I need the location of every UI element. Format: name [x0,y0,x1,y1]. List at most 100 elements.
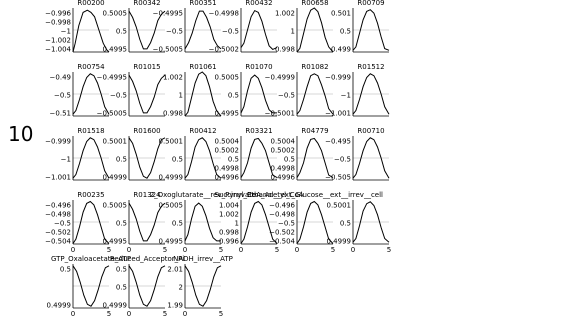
subplot: R01082 −0.4999 −0.5 −0.5001 [265,63,334,118]
y-tick-label: −0.999 [325,74,351,82]
series-line [184,71,222,117]
y-tick-label: −1.001 [325,110,351,118]
y-tick-label: 0.5 [340,220,351,228]
subplot: R01061 1.002 1 0.998 [163,63,222,118]
series-line [240,200,278,244]
subplot-title: R00200 [77,0,104,7]
x-tick-label: 5 [387,246,391,254]
x-tick-label: 0 [295,246,299,254]
y-tick-label: −0.4999 [265,74,295,82]
series-line [184,202,221,242]
x-tick-label: 0 [351,246,355,254]
y-tick-label: 0.4999 [103,174,128,182]
subplot-title: R00709 [357,0,384,7]
subplot-title: R03321 [245,127,272,135]
y-tick-label: −0.502 [45,229,71,237]
y-tick-label: −0.5 [334,156,351,164]
x-tick-label: 5 [107,246,111,254]
y-tick-label: 0.4999 [159,174,184,182]
series-line [128,202,166,242]
subplot-title: R00342 [133,0,160,7]
subplot: R00709 0.501 0.5 0.499 [331,0,390,54]
y-tick-label: −0.5 [278,220,295,228]
y-tick-label: −0.4998 [209,10,239,18]
y-tick-label: 0.5004 [215,138,240,146]
subplot-title: R01518 [77,127,104,135]
y-tick-label: 0.4999 [47,302,72,310]
y-tick-label: 0.5 [116,220,127,228]
subplot: NADH_irrev__ATP 2.01 2 1.990 5 [167,255,232,318]
y-tick-label: −0.5002 [209,46,239,54]
subplot-title: NADH_irrev__ATP [173,255,233,263]
y-tick-label: 1.002 [219,211,239,219]
y-tick-label: −0.505 [325,174,351,182]
y-tick-label: 1.002 [163,74,183,82]
x-tick-label: 0 [127,246,131,254]
series-line [128,137,166,179]
x-tick-label: 0 [239,246,243,254]
y-tick-label: −0.5005 [153,46,183,54]
subplot-title: GTP_Oxaloacetate_ATP [51,255,131,263]
subplot: R00351 −0.4995 −0.5 −0.5005 [153,0,222,54]
x-tick-label: 5 [219,246,223,254]
series-line [72,200,110,244]
subplot-title: Ethanol__ext_Glucose__ext__irrev__cell [247,191,383,199]
x-tick-label: 0 [183,246,187,254]
series-line [72,9,110,53]
y-tick-label: −0.4995 [97,74,127,82]
series-line [296,73,334,115]
subplot-title: R00710 [357,127,384,135]
subplot: R00432 −0.4998 −0.5 −0.5002 [209,0,278,54]
subplot-title: R00412 [189,127,216,135]
y-tick-label: 0.4995 [103,238,128,246]
figure-side-label: 10 [8,122,34,146]
y-tick-label: −0.5 [222,28,239,36]
subplot: 2_Oxoglutarate__rev_Pyruvate 0.5005 0.5 0.4… [150,191,257,254]
subplot: R00710 −0.495 −0.5 −0.505 [325,127,390,182]
subplot-title: R01070 [245,63,272,71]
series-line [128,10,166,50]
y-tick-label: 0.5001 [327,202,352,210]
y-tick-label: −0.5001 [265,110,295,118]
series-line [296,7,334,53]
y-tick-label: −0.5 [278,92,295,100]
x-tick-label: 0 [127,310,131,318]
y-tick-label: −0.498 [45,211,71,219]
y-tick-label: 2 [179,284,183,292]
y-tick-label: 0.4999 [327,238,352,246]
subplot: R00342 0.5005 0.5 0.4995 [103,0,166,54]
y-tick-label: 0.4996 [271,174,296,182]
subplot: R00412 0.5001 0.5 0.4999 [159,127,222,182]
y-tick-label: 0.998 [163,110,183,118]
y-tick-label: −0.998 [45,19,71,27]
subplot: R01070 0.5005 0.5 0.4995 [215,63,277,118]
y-tick-label: −0.51 [50,110,71,118]
y-tick-label: 0.996 [219,238,240,246]
y-tick-label: 0.5005 [103,10,128,18]
series-line [352,9,390,51]
y-tick-label: 0.4998 [215,165,240,173]
series-line [184,137,222,179]
series-line [128,74,166,114]
subplot-title: Succinyl_CoA_Acetyl_CoA [214,191,303,199]
series-line [184,10,222,50]
y-tick-label: −0.999 [45,138,71,146]
y-tick-label: 1.002 [275,10,295,18]
subplot: R00200 −0.996−0.998−1−1.002−1.004 [45,0,110,54]
y-tick-label: 1.99 [167,302,183,310]
series-line [240,74,277,114]
y-tick-label: 0.5005 [215,74,240,82]
y-tick-label: 0.5005 [159,202,184,210]
x-tick-label: 5 [163,310,167,318]
y-tick-label: 0.4995 [159,238,184,246]
series-line [352,73,390,115]
y-tick-label: 0.5 [116,284,127,292]
y-tick-label: 0.5 [228,156,239,164]
y-tick-label: −1.001 [45,174,71,182]
y-tick-label: −1 [341,92,351,100]
y-tick-label: 1.004 [219,202,240,210]
y-tick-label: −1.004 [45,46,71,54]
